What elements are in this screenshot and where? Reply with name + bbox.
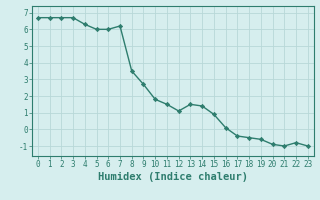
X-axis label: Humidex (Indice chaleur): Humidex (Indice chaleur) xyxy=(98,172,248,182)
